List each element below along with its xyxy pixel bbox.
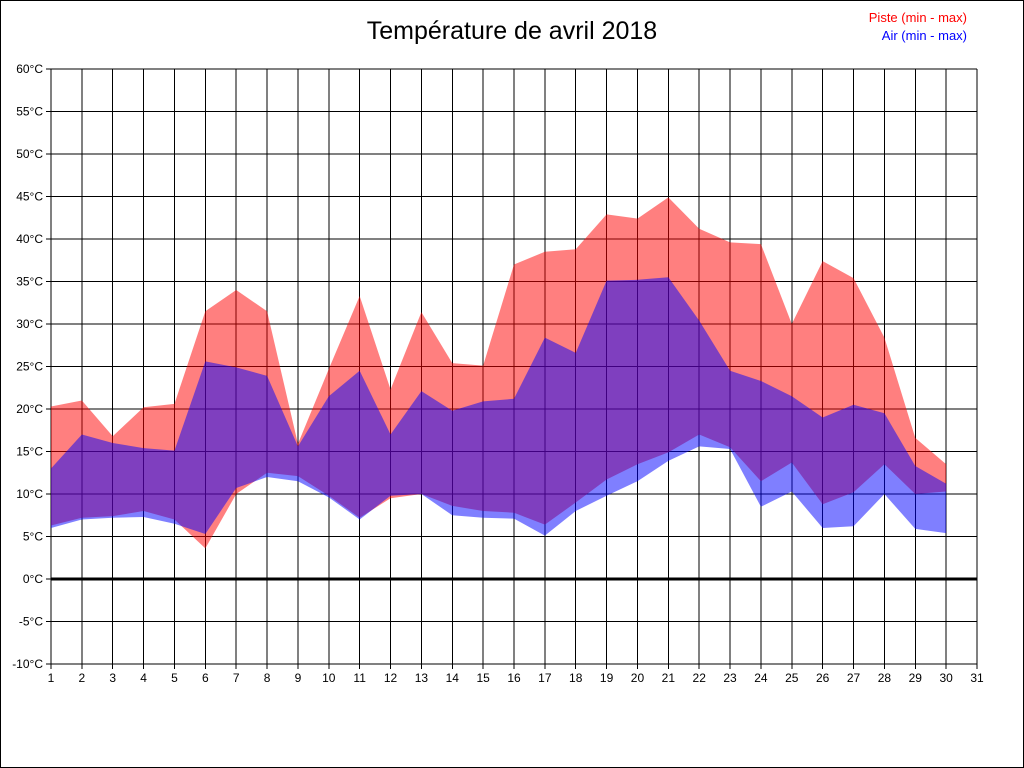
x-tick-label: 9 <box>295 671 302 685</box>
x-tick-label: 29 <box>909 671 923 685</box>
x-tick-label: 10 <box>322 671 336 685</box>
y-tick-label: 0°C <box>23 572 43 586</box>
x-tick-label: 23 <box>723 671 737 685</box>
x-tick-label: 30 <box>939 671 953 685</box>
x-tick-label: 1 <box>48 671 55 685</box>
y-tick-label: -10°C <box>12 657 43 671</box>
y-tick-label: 35°C <box>16 275 43 289</box>
y-tick-label: 20°C <box>16 402 43 416</box>
y-tick-label: 15°C <box>16 445 43 459</box>
x-tick-label: 21 <box>662 671 676 685</box>
x-tick-label: 20 <box>631 671 645 685</box>
y-tick-label: 60°C <box>16 62 43 76</box>
y-tick-label: 5°C <box>23 530 43 544</box>
x-tick-label: 14 <box>446 671 460 685</box>
x-tick-label: 22 <box>693 671 707 685</box>
x-tick-label: 4 <box>140 671 147 685</box>
y-tick-label: 45°C <box>16 190 43 204</box>
x-tick-label: 2 <box>79 671 86 685</box>
y-tick-label: 30°C <box>16 317 43 331</box>
y-tick-label: 40°C <box>16 232 43 246</box>
legend: Piste (min - max) Air (min - max) <box>869 9 967 45</box>
y-tick-label: -5°C <box>19 615 43 629</box>
x-tick-label: 19 <box>600 671 614 685</box>
x-tick-label: 28 <box>878 671 892 685</box>
y-tick-label: 50°C <box>16 147 43 161</box>
x-tick-label: 5 <box>171 671 178 685</box>
legend-air-label: Air (min - max) <box>881 28 967 43</box>
x-tick-label: 31 <box>970 671 984 685</box>
x-tick-label: 15 <box>476 671 490 685</box>
chart-title: Température de avril 2018 <box>366 17 658 45</box>
y-tick-label: 25°C <box>16 360 43 374</box>
x-tick-label: 7 <box>233 671 240 685</box>
x-tick-label: 18 <box>569 671 583 685</box>
x-tick-label: 3 <box>109 671 116 685</box>
x-tick-label: 13 <box>415 671 429 685</box>
x-tick-label: 24 <box>754 671 768 685</box>
x-tick-label: 12 <box>384 671 398 685</box>
legend-piste-label: Piste (min - max) <box>868 10 967 25</box>
x-tick-label: 8 <box>264 671 271 685</box>
x-tick-label: 25 <box>785 671 799 685</box>
air-band <box>51 277 947 536</box>
x-tick-label: 26 <box>816 671 830 685</box>
y-tick-label: 55°C <box>16 105 43 119</box>
x-tick-label: 6 <box>202 671 209 685</box>
y-tick-label: 10°C <box>16 487 43 501</box>
x-tick-label: 17 <box>538 671 552 685</box>
x-tick-label: 11 <box>353 671 366 685</box>
x-tick-label: 27 <box>847 671 861 685</box>
x-tick-label: 16 <box>507 671 521 685</box>
